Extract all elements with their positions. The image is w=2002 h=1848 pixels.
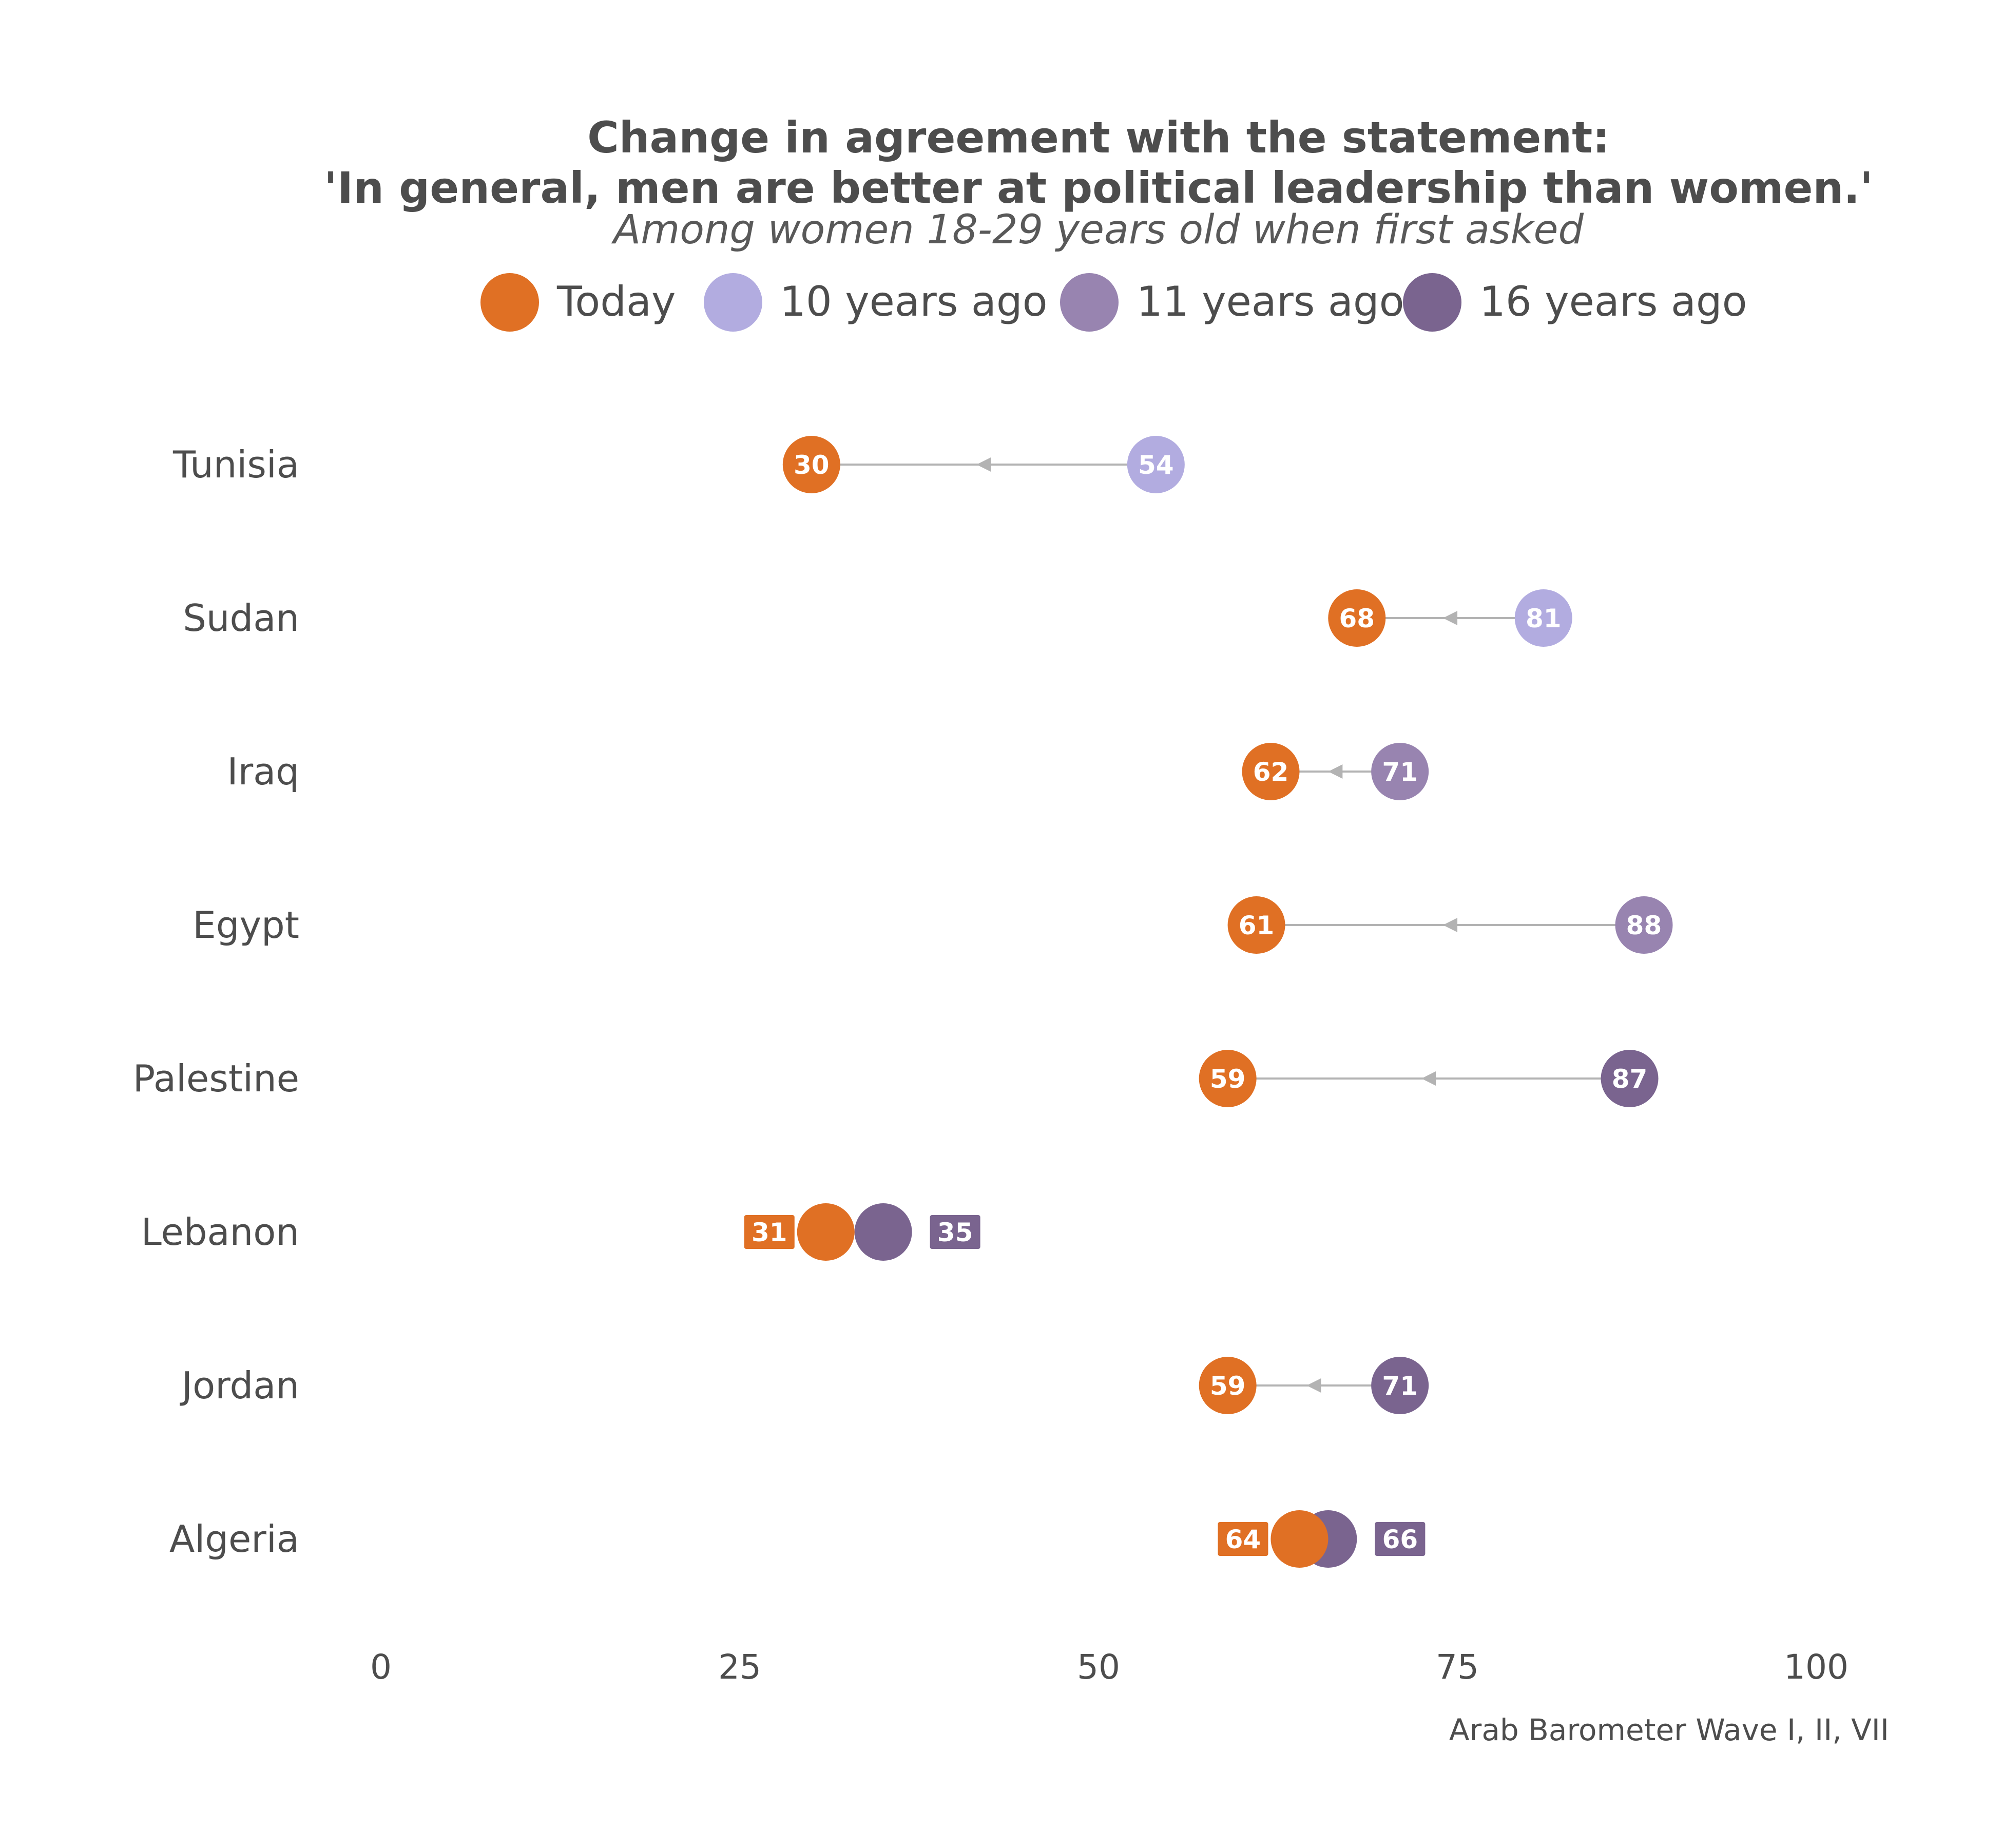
today-value-badge-lebanon xyxy=(744,1215,795,1249)
plot-area: Tunisia 54 30 Sudan 81 68 Iraq 71 62 Egypt 88 61 Pal… xyxy=(133,436,1673,1568)
row-label-jordan: Jordan xyxy=(180,1364,299,1407)
today-point-tunisia xyxy=(782,436,840,493)
row-palestine: Palestine 87 59 xyxy=(133,1050,1659,1107)
row-tunisia: Tunisia 54 30 xyxy=(172,436,1185,493)
legend: Today 10 years ago 11 years ago 16 years ag… xyxy=(480,273,1747,332)
past-value-label-algeria: 66 xyxy=(1382,1525,1418,1554)
past-point-jordan xyxy=(1371,1357,1429,1414)
legend-swatch-10-years-ago xyxy=(704,273,762,332)
legend-swatch-16-years-ago xyxy=(1403,273,1461,332)
x-axis: 0 25 50 75 100 xyxy=(370,1647,1849,1687)
past-value-badge-algeria xyxy=(1375,1522,1426,1556)
past-point-palestine xyxy=(1601,1050,1659,1107)
row-sudan: Sudan 81 68 xyxy=(183,589,1572,647)
past-value-label-egypt: 88 xyxy=(1626,911,1662,940)
today-point-jordan xyxy=(1199,1357,1257,1414)
today-value-label-iraq: 62 xyxy=(1253,757,1289,787)
arrow-head-egypt xyxy=(1443,918,1458,932)
chart-title-line-1: Change in agreement with the statement: xyxy=(587,112,1610,163)
legend-label-10-years-ago: 10 years ago xyxy=(780,278,1048,325)
today-value-label-lebanon: 31 xyxy=(752,1218,787,1247)
row-jordan: Jordan 71 59 xyxy=(180,1357,1429,1414)
x-tick-label-50: 50 xyxy=(1077,1647,1120,1687)
arrow-head-sudan xyxy=(1443,611,1458,625)
row-algeria: Algeria 64 66 xyxy=(169,1510,1426,1568)
past-value-label-lebanon: 35 xyxy=(937,1218,973,1247)
x-tick-label-75: 75 xyxy=(1436,1647,1479,1687)
row-label-lebanon: Lebanon xyxy=(141,1210,299,1254)
past-point-iraq xyxy=(1371,743,1429,800)
past-point-lebanon xyxy=(854,1203,912,1261)
arrow-head-jordan xyxy=(1306,1378,1321,1393)
source-caption: Arab Barometer Wave I, II, VII xyxy=(1449,1712,1889,1747)
legend-swatch-11-years-ago xyxy=(1060,273,1119,332)
row-label-tunisia: Tunisia xyxy=(172,443,299,486)
today-value-label-tunisia: 30 xyxy=(794,450,830,480)
row-label-iraq: Iraq xyxy=(227,750,299,793)
past-point-egypt xyxy=(1615,896,1673,954)
today-point-egypt xyxy=(1227,896,1285,954)
legend-swatch-today xyxy=(480,273,539,332)
arrow-head-tunisia xyxy=(976,457,991,472)
x-tick-label-25: 25 xyxy=(718,1647,761,1687)
past-value-label-iraq: 71 xyxy=(1382,757,1418,787)
today-point-sudan xyxy=(1328,589,1386,647)
today-point-lebanon xyxy=(797,1203,855,1261)
row-label-algeria: Algeria xyxy=(169,1517,299,1561)
past-value-badge-lebanon xyxy=(930,1215,980,1249)
today-point-iraq xyxy=(1242,743,1300,800)
today-value-label-palestine: 59 xyxy=(1210,1064,1246,1094)
x-tick-label-0: 0 xyxy=(370,1647,392,1687)
past-point-sudan xyxy=(1514,589,1572,647)
arrow-head-iraq xyxy=(1328,764,1343,779)
arrow-head-palestine xyxy=(1421,1071,1436,1086)
past-value-label-sudan: 81 xyxy=(1526,604,1562,633)
past-value-label-tunisia: 54 xyxy=(1138,450,1174,480)
legend-label-11-years-ago: 11 years ago xyxy=(1137,278,1404,325)
today-value-badge-algeria xyxy=(1218,1522,1268,1556)
today-point-palestine xyxy=(1199,1050,1257,1107)
legend-label-16-years-ago: 16 years ago xyxy=(1479,278,1747,325)
past-point-tunisia xyxy=(1127,436,1185,493)
x-tick-label-100: 100 xyxy=(1784,1647,1849,1687)
chart-subtitle: Among women 18-29 years old when first a… xyxy=(611,207,1584,253)
past-value-label-palestine: 87 xyxy=(1612,1064,1648,1094)
chart-title-line-2: 'In general, men are better at political… xyxy=(324,163,1873,213)
legend-label-today: Today xyxy=(556,278,676,325)
row-label-egypt: Egypt xyxy=(192,903,299,947)
row-egypt: Egypt 88 61 xyxy=(192,896,1673,954)
row-label-palestine: Palestine xyxy=(133,1057,299,1100)
row-iraq: Iraq 71 62 xyxy=(227,743,1429,800)
today-value-label-algeria: 64 xyxy=(1225,1525,1261,1554)
past-value-label-jordan: 71 xyxy=(1382,1371,1418,1401)
row-lebanon: Lebanon 31 35 xyxy=(141,1203,980,1261)
today-point-algeria xyxy=(1270,1510,1329,1568)
row-label-sudan: Sudan xyxy=(183,596,299,640)
today-value-label-egypt: 61 xyxy=(1239,911,1275,940)
chart-title: Change in agreement with the statement: … xyxy=(324,112,1873,213)
today-value-label-sudan: 68 xyxy=(1339,604,1375,633)
today-value-label-jordan: 59 xyxy=(1210,1371,1246,1401)
